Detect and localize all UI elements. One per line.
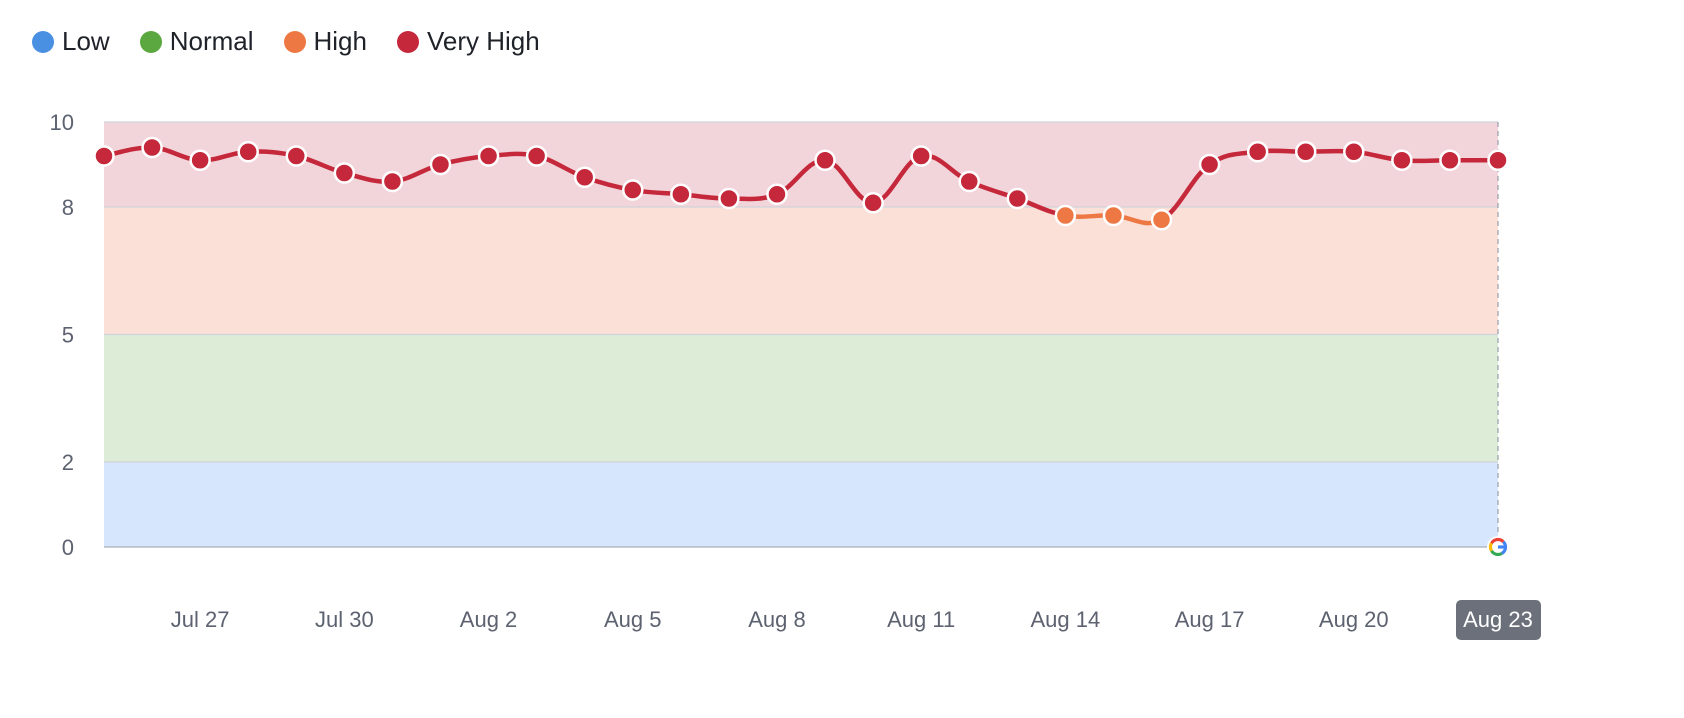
- y-axis: 0 2 5 8 10: [50, 110, 74, 560]
- band-high: [104, 207, 1498, 335]
- series-points: [93, 136, 1509, 231]
- legend-label-high: High: [313, 26, 367, 56]
- y-tick-label: 2: [62, 450, 74, 475]
- x-tick-label: Aug 5: [604, 607, 662, 632]
- data-point: [718, 187, 740, 210]
- data-point: [1246, 141, 1269, 163]
- data-point: [525, 145, 548, 167]
- x-tick-label: Aug 17: [1175, 607, 1245, 632]
- data-point: [1006, 187, 1029, 210]
- legend-item-very-high[interactable]: Very High: [396, 26, 540, 57]
- data-point: [285, 145, 308, 167]
- x-tick-label: Aug 11: [887, 607, 955, 632]
- band-normal: [104, 334, 1498, 462]
- data-point: [1150, 209, 1173, 231]
- legend-dot-very-high: [396, 30, 419, 53]
- chart-legend: Low Normal High Very High: [32, 26, 570, 57]
- y-tick-label: 5: [62, 323, 74, 348]
- google-g-red: [1490, 537, 1505, 545]
- data-point: [958, 170, 980, 193]
- data-point: [93, 145, 115, 167]
- legend-dot-low: [32, 30, 54, 53]
- data-point: [1343, 141, 1365, 163]
- legend-item-normal[interactable]: Normal: [139, 26, 254, 57]
- data-point: [1294, 141, 1317, 163]
- data-point: [862, 192, 884, 214]
- y-tick-label: 0: [62, 535, 74, 560]
- legend-label-very-high: Very High: [426, 26, 540, 56]
- legend-label-low: Low: [62, 26, 110, 56]
- legend-dot-high: [283, 30, 306, 53]
- x-tick-label: Jul 30: [315, 607, 374, 632]
- y-tick-label: 8: [62, 195, 74, 220]
- annotation-layer: [1487, 536, 1509, 558]
- data-point: [1198, 153, 1221, 176]
- x-tick-label: Aug 8: [748, 607, 806, 632]
- x-tick-highlight-badge: [1456, 600, 1541, 640]
- data-point: [381, 170, 404, 193]
- data-point: [670, 183, 692, 205]
- data-point: [766, 183, 788, 205]
- data-point: [333, 162, 356, 184]
- google-g-green: [1490, 549, 1503, 557]
- x-tick-label: Jul 27: [171, 607, 230, 632]
- data-point: [1102, 204, 1125, 227]
- band-layer: [104, 122, 1498, 547]
- data-point: [237, 141, 259, 163]
- data-point: [189, 149, 211, 171]
- band-very-high: [104, 122, 1498, 207]
- band-low: [104, 462, 1498, 547]
- data-point: [622, 179, 644, 201]
- google-g-yellow: [1488, 542, 1493, 552]
- data-point: [1487, 149, 1509, 171]
- legend-item-low[interactable]: Low: [32, 26, 110, 57]
- data-point: [910, 145, 932, 167]
- data-point: [477, 145, 500, 167]
- data-point: [1391, 149, 1413, 171]
- data-point: [1054, 204, 1077, 227]
- y-tick-label: 10: [50, 110, 74, 135]
- x-tick-label: Aug 2: [460, 607, 518, 632]
- legend-item-high[interactable]: High: [283, 26, 367, 57]
- x-tick-label: Aug 14: [1031, 607, 1101, 632]
- data-point: [429, 153, 452, 176]
- google-g-icon: [1487, 536, 1509, 558]
- x-axis: Jul 27 Jul 30 Aug 2 Aug 5 Aug 8 Aug 11 Aug 14 A…: [171, 600, 1541, 640]
- legend-dot-normal: [139, 30, 162, 53]
- x-tick-label: Aug 20: [1319, 607, 1389, 632]
- data-point: [814, 149, 836, 171]
- grid-layer: [104, 121, 1499, 548]
- x-tick-label: Aug 23: [1463, 607, 1533, 632]
- data-point: [141, 136, 163, 159]
- data-point: [1439, 149, 1461, 171]
- data-point: [573, 166, 596, 188]
- legend-label-normal: Normal: [169, 26, 254, 56]
